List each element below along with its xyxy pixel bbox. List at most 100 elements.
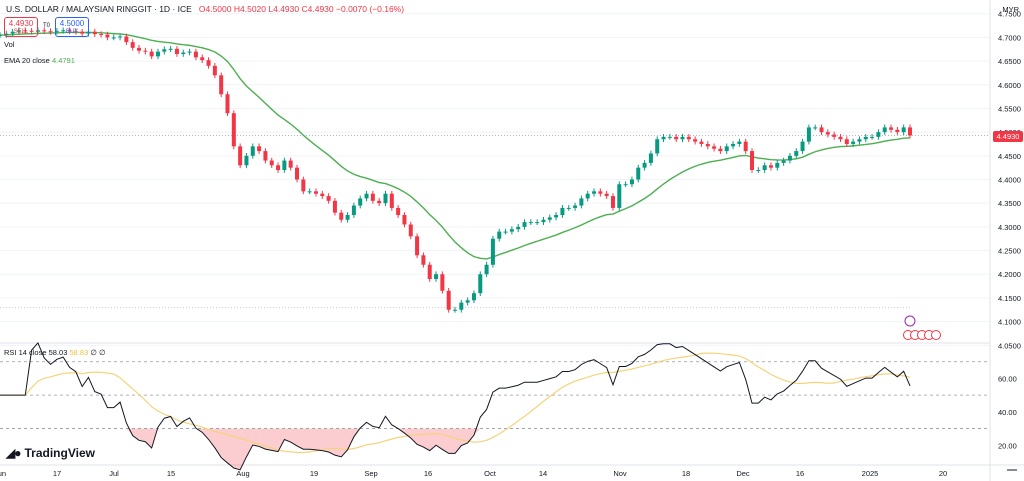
rsi-oversold-fill: [252, 428, 260, 447]
time-tick-label: 20: [939, 469, 947, 478]
candle-body: [832, 134, 837, 137]
candle-body: [465, 300, 470, 303]
candle-body: [396, 207, 401, 216]
candle-body: [238, 146, 243, 166]
candle-body: [806, 127, 811, 142]
rsi-oversold-fill: [271, 428, 279, 452]
candle-body: [781, 160, 786, 163]
price-axis: 4.75004.70004.65004.60004.55004.50004.45…: [998, 10, 1021, 451]
volume-legend[interactable]: Vol: [4, 40, 15, 49]
tradingview-logo[interactable]: ◢● TradingView: [6, 446, 95, 460]
price-tick-label: 4.2500: [998, 247, 1021, 256]
rsi-oversold-fill: [290, 428, 298, 446]
candle-body: [427, 264, 432, 279]
sell-button[interactable]: 4.4930 SELL: [4, 17, 38, 37]
candle-body: [263, 151, 268, 161]
candle-body: [42, 30, 47, 32]
candle-body: [680, 136, 685, 140]
candle-body: [863, 136, 868, 140]
candle-body: [105, 34, 110, 38]
chart-header: U.S. DOLLAR / MALAYSIAN RINGGIT · 1D · I…: [6, 4, 404, 14]
candle-body: [332, 200, 337, 213]
buy-label: BUY: [65, 29, 79, 35]
ohlc-change: −0.0070 (−0.16%): [336, 4, 405, 14]
candle-body: [250, 146, 255, 156]
candle-body: [402, 215, 407, 225]
quote-spread-label: T0: [43, 23, 51, 29]
candle-body: [181, 52, 186, 54]
price-tick-label: 4.5500: [998, 104, 1021, 113]
candle-body: [579, 198, 584, 206]
candle-body: [743, 141, 748, 152]
candle-body: [908, 127, 912, 136]
chart-extras: [903, 315, 1017, 471]
candle-body: [364, 193, 369, 199]
candle-body: [686, 136, 691, 140]
candle-body: [370, 193, 375, 201]
candle-body: [313, 191, 318, 194]
sell-label: SELL: [13, 29, 29, 35]
candle-body: [219, 75, 224, 95]
candle-body: [509, 229, 514, 232]
price-tick-label: 4.3000: [998, 223, 1021, 232]
candle-body: [244, 155, 249, 166]
candle-body: [705, 143, 710, 147]
ema-legend[interactable]: EMA 20 close 4.4791: [4, 56, 75, 65]
candle-body: [819, 127, 824, 133]
candle-body: [535, 222, 540, 224]
sell-price: 4.4930: [8, 19, 34, 28]
rsi-legend[interactable]: RSI 14 close 58.03 58.83 ∅ ∅: [4, 348, 106, 357]
candle-body: [794, 151, 799, 156]
currency-label[interactable]: MYR: [1002, 5, 1019, 14]
candle-body: [143, 50, 148, 52]
candle-body: [629, 179, 634, 185]
rsi-tick-label: 40.00: [998, 408, 1017, 417]
candle-body: [193, 51, 198, 58]
rsi-legend-value: 58.03: [48, 348, 68, 357]
candle-body: [225, 94, 230, 114]
time-tick-label: Jun: [0, 469, 6, 478]
rsi-oversold-fill: [214, 428, 222, 458]
candle-body: [712, 146, 717, 149]
time-tick-label: 16: [796, 469, 804, 478]
ohlc-low: L4.4930: [268, 4, 300, 14]
candle-body: [351, 205, 356, 216]
candle-body: [522, 222, 527, 227]
symbol-title[interactable]: U.S. DOLLAR / MALAYSIAN RINGGIT · 1D · I…: [6, 4, 192, 14]
candle-body: [212, 65, 217, 76]
candle-body: [16, 30, 21, 32]
rsi-oversold-fill: [328, 428, 335, 456]
candle-body: [768, 165, 773, 168]
candle-body: [29, 30, 34, 32]
buy-button[interactable]: 4.5000 BUY: [55, 17, 89, 37]
candle-body: [838, 136, 843, 140]
candle-body: [92, 31, 97, 35]
candle-body: [383, 193, 388, 204]
candle-body: [358, 198, 363, 206]
candle-body: [617, 184, 622, 208]
candle-body: [592, 191, 597, 194]
candle-body: [478, 274, 483, 294]
rsi-ma-line: [0, 352, 911, 454]
candle-body: [699, 141, 704, 144]
candle-body: [566, 207, 571, 209]
rsi-smoothed-value: 58.83: [69, 348, 89, 357]
candle-body: [73, 31, 78, 33]
rsi-oversold-fill: [278, 428, 285, 452]
candle-body: [554, 215, 559, 218]
rsi-legend-label: RSI 14 close: [4, 348, 47, 357]
candle-body: [882, 127, 887, 133]
ohlc-high: H4.5020: [233, 4, 267, 14]
rsi-oversold-fill: [265, 428, 272, 451]
rsi-oversold-fill: [322, 428, 329, 453]
rsi-oversold-fill: [246, 428, 253, 457]
candle-body: [446, 290, 451, 310]
candle-body: [276, 165, 281, 171]
rsi-oversold-fill: [126, 428, 133, 436]
rsi-oversold-fill: [448, 428, 455, 454]
rsi-oversold-fill: [410, 428, 418, 445]
time-tick-label: 15: [167, 469, 175, 478]
candle-body: [471, 293, 476, 301]
